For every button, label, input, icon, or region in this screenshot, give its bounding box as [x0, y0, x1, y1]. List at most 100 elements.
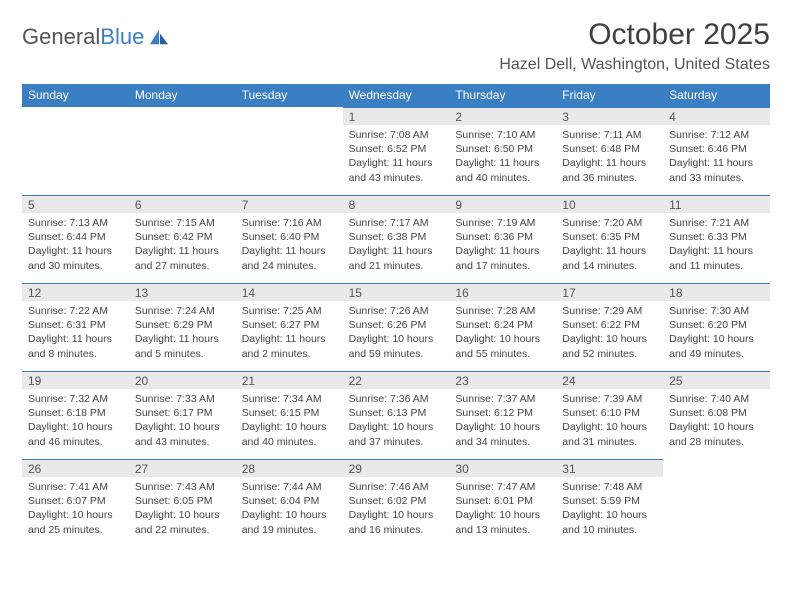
calendar-cell — [22, 107, 129, 195]
week-row: 12Sunrise: 7:22 AMSunset: 6:31 PMDayligh… — [22, 283, 770, 371]
calendar-cell: 12Sunrise: 7:22 AMSunset: 6:31 PMDayligh… — [22, 283, 129, 371]
sunset-line: Sunset: 5:59 PM — [562, 494, 657, 508]
cell-body: Sunrise: 7:40 AMSunset: 6:08 PMDaylight:… — [663, 389, 770, 455]
day-number — [236, 107, 343, 125]
sunset-line: Sunset: 6:01 PM — [455, 494, 550, 508]
sunrise-line: Sunrise: 7:20 AM — [562, 216, 657, 230]
location-line: Hazel Dell, Washington, United States — [499, 56, 770, 74]
sunset-line: Sunset: 6:12 PM — [455, 406, 550, 420]
day-number: 8 — [343, 195, 450, 213]
sunrise-line: Sunrise: 7:25 AM — [242, 304, 337, 318]
cell-body: Sunrise: 7:29 AMSunset: 6:22 PMDaylight:… — [556, 301, 663, 367]
day-number: 25 — [663, 371, 770, 389]
sunset-line: Sunset: 6:15 PM — [242, 406, 337, 420]
sunset-line: Sunset: 6:26 PM — [349, 318, 444, 332]
sunrise-line: Sunrise: 7:43 AM — [135, 480, 230, 494]
daylight-line: Daylight: 10 hours and 59 minutes. — [349, 332, 444, 360]
sunset-line: Sunset: 6:50 PM — [455, 142, 550, 156]
calendar-cell: 30Sunrise: 7:47 AMSunset: 6:01 PMDayligh… — [449, 459, 556, 547]
sunrise-line: Sunrise: 7:47 AM — [455, 480, 550, 494]
sunset-line: Sunset: 6:10 PM — [562, 406, 657, 420]
daylight-line: Daylight: 10 hours and 40 minutes. — [242, 420, 337, 448]
cell-body: Sunrise: 7:26 AMSunset: 6:26 PMDaylight:… — [343, 301, 450, 367]
day-number: 20 — [129, 371, 236, 389]
daylight-line: Daylight: 10 hours and 25 minutes. — [28, 508, 123, 536]
day-number — [129, 107, 236, 125]
calendar-cell: 25Sunrise: 7:40 AMSunset: 6:08 PMDayligh… — [663, 371, 770, 459]
day-number: 21 — [236, 371, 343, 389]
cell-body: Sunrise: 7:20 AMSunset: 6:35 PMDaylight:… — [556, 213, 663, 279]
calendar: Sunday Monday Tuesday Wednesday Thursday… — [22, 84, 770, 547]
daylight-line: Daylight: 10 hours and 55 minutes. — [455, 332, 550, 360]
calendar-cell: 19Sunrise: 7:32 AMSunset: 6:18 PMDayligh… — [22, 371, 129, 459]
calendar-cell: 15Sunrise: 7:26 AMSunset: 6:26 PMDayligh… — [343, 283, 450, 371]
sunrise-line: Sunrise: 7:22 AM — [28, 304, 123, 318]
cell-body — [129, 125, 236, 134]
calendar-cell: 17Sunrise: 7:29 AMSunset: 6:22 PMDayligh… — [556, 283, 663, 371]
cell-body: Sunrise: 7:16 AMSunset: 6:40 PMDaylight:… — [236, 213, 343, 279]
sunset-line: Sunset: 6:18 PM — [28, 406, 123, 420]
day-number: 6 — [129, 195, 236, 213]
daylight-line: Daylight: 10 hours and 43 minutes. — [135, 420, 230, 448]
daylight-line: Daylight: 10 hours and 31 minutes. — [562, 420, 657, 448]
day-number: 14 — [236, 283, 343, 301]
sunset-line: Sunset: 6:36 PM — [455, 230, 550, 244]
daylight-line: Daylight: 10 hours and 16 minutes. — [349, 508, 444, 536]
calendar-cell: 9Sunrise: 7:19 AMSunset: 6:36 PMDaylight… — [449, 195, 556, 283]
cell-body: Sunrise: 7:24 AMSunset: 6:29 PMDaylight:… — [129, 301, 236, 367]
daylight-line: Daylight: 11 hours and 24 minutes. — [242, 244, 337, 272]
cell-body — [663, 477, 770, 486]
sunset-line: Sunset: 6:29 PM — [135, 318, 230, 332]
calendar-cell: 5Sunrise: 7:13 AMSunset: 6:44 PMDaylight… — [22, 195, 129, 283]
weeks-container: 1Sunrise: 7:08 AMSunset: 6:52 PMDaylight… — [22, 107, 770, 547]
sunset-line: Sunset: 6:20 PM — [669, 318, 764, 332]
sunset-line: Sunset: 6:05 PM — [135, 494, 230, 508]
calendar-cell: 8Sunrise: 7:17 AMSunset: 6:38 PMDaylight… — [343, 195, 450, 283]
daylight-line: Daylight: 10 hours and 19 minutes. — [242, 508, 337, 536]
month-title: October 2025 — [499, 18, 770, 52]
day-number: 18 — [663, 283, 770, 301]
day-number: 13 — [129, 283, 236, 301]
brand-logo: GeneralBlue — [22, 24, 170, 50]
daylight-line: Daylight: 11 hours and 17 minutes. — [455, 244, 550, 272]
sunrise-line: Sunrise: 7:21 AM — [669, 216, 764, 230]
daylight-line: Daylight: 11 hours and 27 minutes. — [135, 244, 230, 272]
cell-body: Sunrise: 7:32 AMSunset: 6:18 PMDaylight:… — [22, 389, 129, 455]
daylight-line: Daylight: 11 hours and 36 minutes. — [562, 156, 657, 184]
day-headers-row: Sunday Monday Tuesday Wednesday Thursday… — [22, 84, 770, 107]
sunrise-line: Sunrise: 7:24 AM — [135, 304, 230, 318]
calendar-cell: 2Sunrise: 7:10 AMSunset: 6:50 PMDaylight… — [449, 107, 556, 195]
sunset-line: Sunset: 6:31 PM — [28, 318, 123, 332]
sunrise-line: Sunrise: 7:34 AM — [242, 392, 337, 406]
day-number: 24 — [556, 371, 663, 389]
calendar-cell: 26Sunrise: 7:41 AMSunset: 6:07 PMDayligh… — [22, 459, 129, 547]
calendar-cell: 31Sunrise: 7:48 AMSunset: 5:59 PMDayligh… — [556, 459, 663, 547]
daylight-line: Daylight: 10 hours and 49 minutes. — [669, 332, 764, 360]
sunset-line: Sunset: 6:46 PM — [669, 142, 764, 156]
sunset-line: Sunset: 6:24 PM — [455, 318, 550, 332]
cell-body: Sunrise: 7:19 AMSunset: 6:36 PMDaylight:… — [449, 213, 556, 279]
calendar-cell: 1Sunrise: 7:08 AMSunset: 6:52 PMDaylight… — [343, 107, 450, 195]
week-row: 26Sunrise: 7:41 AMSunset: 6:07 PMDayligh… — [22, 459, 770, 547]
day-number — [22, 107, 129, 125]
daylight-line: Daylight: 11 hours and 33 minutes. — [669, 156, 764, 184]
cell-body: Sunrise: 7:22 AMSunset: 6:31 PMDaylight:… — [22, 301, 129, 367]
cell-body: Sunrise: 7:12 AMSunset: 6:46 PMDaylight:… — [663, 125, 770, 191]
sunset-line: Sunset: 6:27 PM — [242, 318, 337, 332]
day-number: 26 — [22, 459, 129, 477]
cell-body: Sunrise: 7:37 AMSunset: 6:12 PMDaylight:… — [449, 389, 556, 455]
sunrise-line: Sunrise: 7:19 AM — [455, 216, 550, 230]
sunset-line: Sunset: 6:42 PM — [135, 230, 230, 244]
daylight-line: Daylight: 11 hours and 14 minutes. — [562, 244, 657, 272]
cell-body: Sunrise: 7:21 AMSunset: 6:33 PMDaylight:… — [663, 213, 770, 279]
day-number: 17 — [556, 283, 663, 301]
daylight-line: Daylight: 10 hours and 28 minutes. — [669, 420, 764, 448]
calendar-cell: 20Sunrise: 7:33 AMSunset: 6:17 PMDayligh… — [129, 371, 236, 459]
day-number: 4 — [663, 107, 770, 125]
sunset-line: Sunset: 6:08 PM — [669, 406, 764, 420]
calendar-cell: 10Sunrise: 7:20 AMSunset: 6:35 PMDayligh… — [556, 195, 663, 283]
cell-body: Sunrise: 7:13 AMSunset: 6:44 PMDaylight:… — [22, 213, 129, 279]
sunrise-line: Sunrise: 7:46 AM — [349, 480, 444, 494]
daylight-line: Daylight: 11 hours and 8 minutes. — [28, 332, 123, 360]
sunrise-line: Sunrise: 7:16 AM — [242, 216, 337, 230]
